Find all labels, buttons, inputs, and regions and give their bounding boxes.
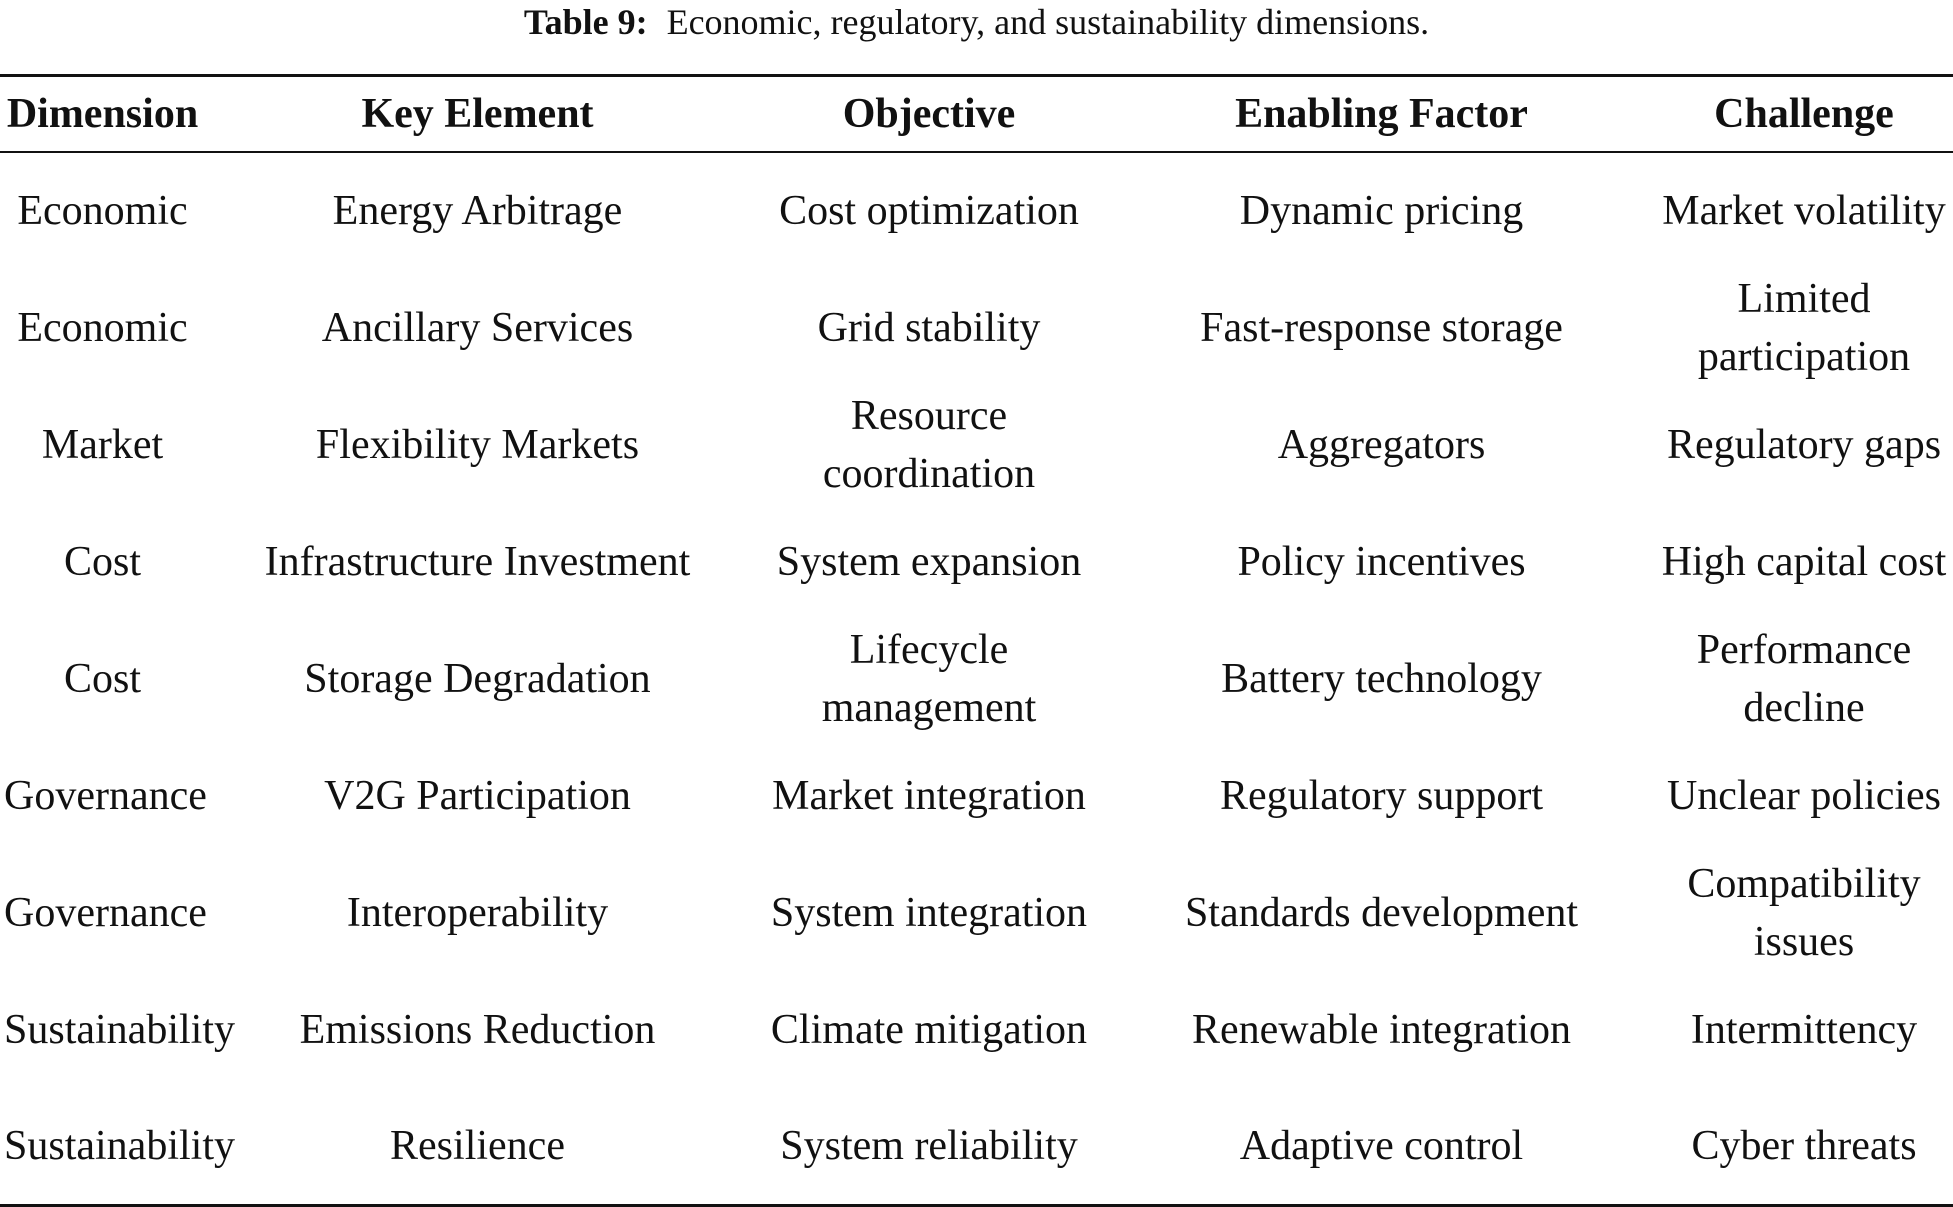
- cell-enabling-factor: Policy incentives: [1237, 538, 1526, 585]
- header-challenge: Challenge: [1714, 91, 1894, 137]
- table-row: Governance V2G Participation Market inte…: [0, 737, 1953, 854]
- cell-enabling-factor: Battery technology: [1221, 655, 1542, 702]
- cell-key-element: Interoperability: [346, 889, 609, 936]
- cell-enabling-factor: Renewable integration: [1191, 1006, 1572, 1053]
- cell-key-element: Flexibility Markets: [315, 421, 640, 468]
- cell-enabling-factor: Aggregators: [1277, 421, 1486, 468]
- cell-objective: Lifecycle management: [821, 626, 1037, 731]
- table-row: Economic Energy Arbitrage Cost optimizat…: [0, 152, 1953, 269]
- dimensions-table: Dimension Key Element Objective Enabling…: [0, 74, 1953, 1207]
- table-row: Cost Storage Degradation Lifecycle manag…: [0, 620, 1953, 737]
- header-enabling-factor: Enabling Factor: [1235, 91, 1528, 137]
- cell-challenge: Intermittency: [1690, 1006, 1918, 1053]
- cell-dimension: Economic: [17, 304, 188, 351]
- table-row: Market Flexibility Markets Resource coor…: [0, 386, 1953, 503]
- cell-challenge: Unclear policies: [1666, 772, 1942, 819]
- cell-challenge: Compatibility issues: [1687, 860, 1921, 965]
- table-row: Cost Infrastructure Investment System ex…: [0, 503, 1953, 620]
- cell-objective: Grid stability: [817, 304, 1041, 351]
- cell-key-element: Resilience: [390, 1122, 565, 1169]
- header-row: Dimension Key Element Objective Enabling…: [0, 75, 1953, 152]
- cell-challenge: Cyber threats: [1691, 1122, 1917, 1169]
- caption-label: Table 9:: [523, 2, 648, 42]
- cell-key-element: Storage Degradation: [304, 655, 651, 702]
- table-row: Sustainability Resilience System reliabi…: [0, 1088, 1953, 1205]
- cell-enabling-factor: Standards development: [1184, 889, 1579, 936]
- cell-key-element: Infrastructure Investment: [264, 538, 691, 585]
- cell-dimension: Governance: [4, 772, 207, 819]
- caption-text: Economic, regulatory, and sustainability…: [666, 2, 1430, 42]
- cell-dimension: Market: [41, 421, 164, 468]
- table-caption: Table 9: Economic, regulatory, and susta…: [0, 0, 1953, 44]
- cell-challenge: Performance decline: [1696, 626, 1912, 731]
- cell-dimension: Economic: [17, 188, 188, 234]
- cell-objective: System expansion: [776, 538, 1082, 585]
- cell-key-element: V2G Participation: [324, 772, 631, 819]
- cell-dimension: Cost: [63, 655, 142, 702]
- cell-enabling-factor: Regulatory support: [1219, 772, 1544, 819]
- cell-key-element: Emissions Reduction: [299, 1006, 656, 1053]
- cell-enabling-factor: Fast-response storage: [1200, 304, 1563, 351]
- cell-key-element: Ancillary Services: [321, 304, 634, 351]
- table-row: Governance Interoperability System integ…: [0, 854, 1953, 971]
- table-row: Sustainability Emissions Reduction Clima…: [0, 971, 1953, 1088]
- cell-dimension: Sustainability: [4, 1006, 235, 1053]
- header-key-element: Key Element: [361, 91, 594, 137]
- cell-dimension: Sustainability: [4, 1122, 235, 1169]
- cell-enabling-factor: Dynamic pricing: [1239, 188, 1524, 234]
- cell-challenge: High capital cost: [1661, 538, 1947, 585]
- table-row: Economic Ancillary Services Grid stabili…: [0, 269, 1953, 386]
- cell-objective: Resource coordination: [822, 392, 1036, 497]
- cell-challenge: Market volatility: [1662, 188, 1946, 234]
- header-dimension: Dimension: [6, 91, 199, 137]
- cell-objective: Market integration: [772, 772, 1086, 819]
- cell-objective: System reliability: [780, 1122, 1078, 1169]
- cell-enabling-factor: Adaptive control: [1239, 1122, 1524, 1169]
- cell-objective: Cost optimization: [779, 188, 1079, 234]
- cell-challenge: Limited participation: [1697, 275, 1911, 380]
- cell-objective: System integration: [770, 889, 1088, 936]
- cell-dimension: Governance: [4, 889, 207, 936]
- cell-key-element: Energy Arbitrage: [332, 188, 623, 234]
- cell-challenge: Regulatory gaps: [1666, 421, 1942, 468]
- cell-dimension: Cost: [63, 538, 142, 585]
- header-objective: Objective: [842, 91, 1016, 137]
- cell-objective: Climate mitigation: [770, 1006, 1088, 1053]
